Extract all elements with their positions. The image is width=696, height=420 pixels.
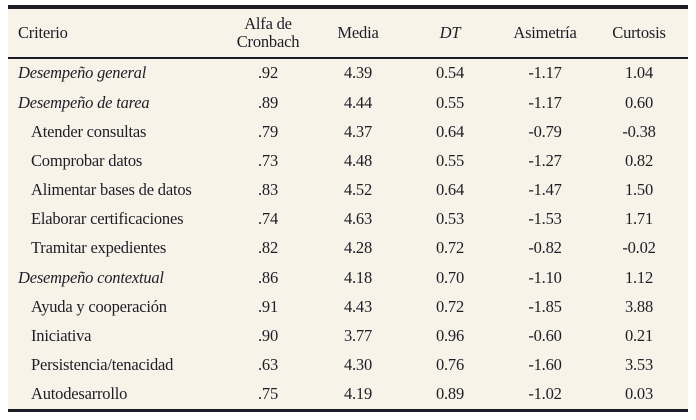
- column-header-criterio: Criterio: [18, 22, 68, 42]
- table-row: Iniciativa .90 3.77 0.96 -0.60 0.21: [8, 322, 688, 351]
- cell-value: -0.82: [528, 238, 562, 258]
- cell-value: -0.60: [528, 325, 562, 345]
- cell-value: 4.28: [343, 238, 373, 258]
- row-label: Ayuda y cooperación: [31, 296, 167, 316]
- cell-value: 0.72: [435, 238, 465, 258]
- column-header-media: Media: [337, 22, 379, 42]
- cell-value: 1.12: [624, 267, 654, 287]
- table-row: Alimentar bases de datos .83 4.52 0.64 -1.47…: [8, 176, 688, 205]
- cell-value: -1.27: [528, 150, 562, 170]
- cell-value: 0.21: [624, 325, 654, 345]
- table-row: Ayuda y cooperación .91 4.43 0.72 -1.85 3.88: [8, 292, 688, 321]
- cell-value: .63: [257, 355, 279, 375]
- table-row: Persistencia/tenacidad .63 4.30 0.76 -1.60 3.…: [8, 351, 688, 380]
- cell-value: 3.77: [343, 325, 373, 345]
- table-row: Desempeño general .92 4.39 0.54 -1.17 1.04: [8, 59, 688, 88]
- cell-value: -1.60: [528, 355, 562, 375]
- cell-value: 0.76: [435, 355, 465, 375]
- row-label: Elaborar certificaciones: [31, 209, 184, 229]
- cell-value: .91: [257, 296, 279, 316]
- row-label: Desempeño general: [18, 63, 147, 83]
- cell-value: -0.38: [622, 121, 656, 141]
- column-header-asimetria: Asimetría: [513, 22, 577, 42]
- table-row: Desempeño contextual .86 4.18 0.70 -1.10 1.12: [8, 263, 688, 292]
- cell-value: -1.02: [528, 384, 562, 404]
- table-row: Elaborar certificaciones .74 4.63 0.53 -1.53…: [8, 205, 688, 234]
- cell-value: 0.89: [435, 384, 465, 404]
- cell-value: 0.03: [624, 384, 654, 404]
- cell-value: -0.02: [622, 238, 656, 258]
- row-label: Desempeño de tarea: [18, 92, 150, 112]
- cell-value: 0.82: [624, 150, 654, 170]
- cell-value: 4.37: [343, 121, 373, 141]
- cell-value: .74: [257, 209, 279, 229]
- cell-value: -1.17: [528, 92, 562, 112]
- cell-value: -1.53: [528, 209, 562, 229]
- cell-value: 0.64: [435, 180, 465, 200]
- cell-value: .89: [257, 92, 279, 112]
- cell-value: .75: [257, 384, 279, 404]
- row-label: Alimentar bases de datos: [31, 180, 192, 200]
- cell-value: .82: [257, 238, 279, 258]
- cell-value: -0.79: [528, 121, 562, 141]
- row-label: Comprobar datos: [31, 150, 143, 170]
- cell-value: 3.53: [624, 355, 654, 375]
- column-header-alfa-de-cronbach: Alfa de Cronbach: [236, 13, 300, 51]
- cell-value: .79: [257, 121, 279, 141]
- cell-value: .86: [257, 267, 279, 287]
- row-label: Autodesarrollo: [31, 384, 128, 404]
- cell-value: -1.17: [528, 63, 562, 83]
- cell-value: .90: [257, 325, 279, 345]
- cell-value: .73: [257, 150, 279, 170]
- table-row: Autodesarrollo .75 4.19 0.89 -1.02 0.03: [8, 380, 688, 409]
- column-header-dt: DT: [439, 22, 461, 42]
- cell-value: 4.44: [343, 92, 373, 112]
- cell-value: -1.47: [528, 180, 562, 200]
- table-row: Comprobar datos .73 4.48 0.55 -1.27 0.82: [8, 147, 688, 176]
- cell-value: -1.85: [528, 296, 562, 316]
- cell-value: 1.04: [624, 63, 654, 83]
- cell-value: 4.63: [343, 209, 373, 229]
- cell-value: 1.50: [624, 180, 654, 200]
- table-row: Desempeño de tarea .89 4.44 0.55 -1.17 0.60: [8, 88, 688, 117]
- cell-value: 4.19: [343, 384, 373, 404]
- cell-value: 4.52: [343, 180, 373, 200]
- cell-value: 0.53: [435, 209, 465, 229]
- cell-value: 0.54: [435, 63, 465, 83]
- table-row: Atender consultas .79 4.37 0.64 -0.79 -0.38: [8, 117, 688, 146]
- cell-value: 4.48: [343, 150, 373, 170]
- cell-value: 0.60: [624, 92, 654, 112]
- cell-value: 0.96: [435, 325, 465, 345]
- cell-value: 4.43: [343, 296, 373, 316]
- cell-value: 4.18: [343, 267, 373, 287]
- table-row: Tramitar expedientes .82 4.28 0.72 -0.82 -0.0…: [8, 234, 688, 263]
- column-header-curtosis: Curtosis: [612, 22, 666, 42]
- table-header-row: Criterio Alfa de Cronbach Media DT Asime…: [8, 9, 688, 59]
- cell-value: 4.39: [343, 63, 373, 83]
- cell-value: 4.30: [343, 355, 373, 375]
- cell-value: 0.55: [435, 92, 465, 112]
- cell-value: .92: [257, 63, 279, 83]
- table-body: Desempeño general .92 4.39 0.54 -1.17 1.04 Des…: [8, 59, 688, 409]
- cell-value: 0.64: [435, 121, 465, 141]
- row-label: Desempeño contextual: [18, 267, 164, 287]
- row-label: Persistencia/tenacidad: [31, 355, 174, 375]
- cell-value: 0.55: [435, 150, 465, 170]
- cell-value: -1.10: [528, 267, 562, 287]
- row-label: Iniciativa: [31, 325, 92, 345]
- cell-value: 3.88: [624, 296, 654, 316]
- row-label: Tramitar expedientes: [31, 238, 167, 258]
- cell-value: .83: [257, 180, 279, 200]
- row-label: Atender consultas: [31, 121, 147, 141]
- cell-value: 1.71: [624, 209, 654, 229]
- cell-value: 0.70: [435, 267, 465, 287]
- cell-value: 0.72: [435, 296, 465, 316]
- statistics-table: Criterio Alfa de Cronbach Media DT Asime…: [8, 5, 688, 412]
